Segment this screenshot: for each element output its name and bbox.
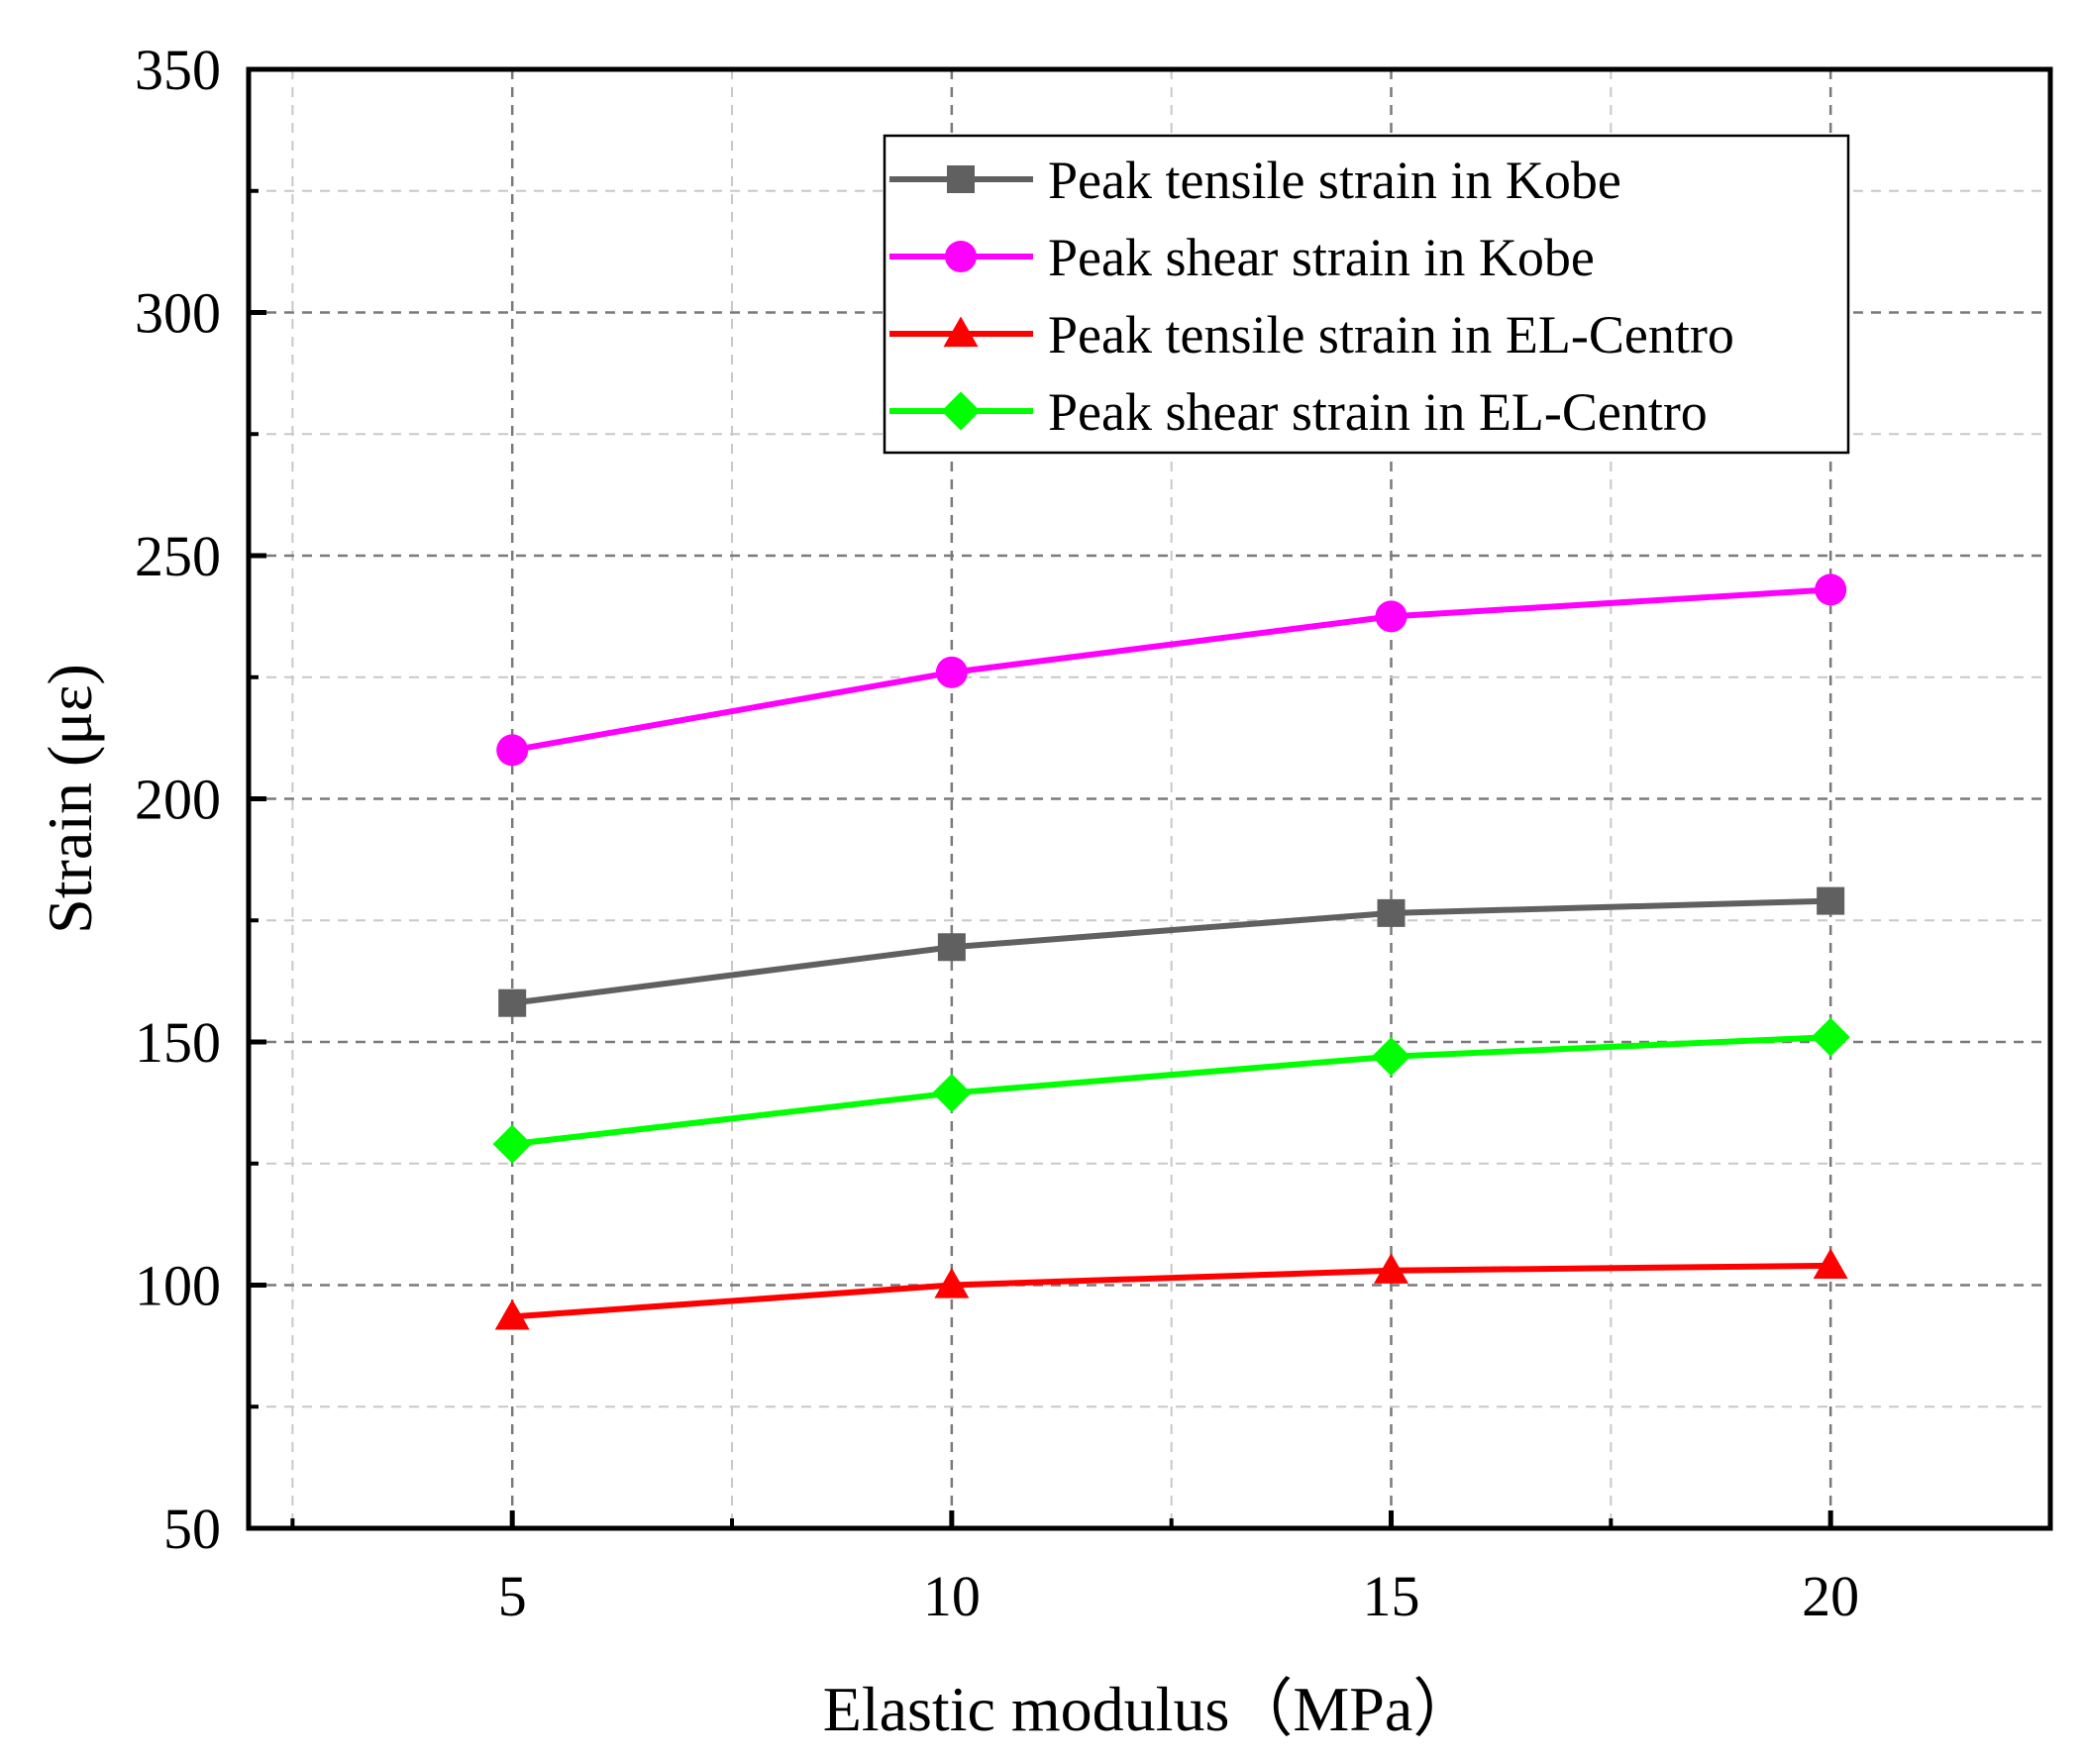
- legend-label: Peak tensile strain in Kobe: [1048, 151, 1621, 210]
- data-point-square: [1377, 898, 1406, 927]
- x-tick-label: 10: [923, 1564, 981, 1628]
- y-tick-label: 350: [135, 38, 221, 102]
- legend: Peak tensile strain in Kobe Peak shear st…: [883, 134, 1850, 455]
- x-tick-label: 5: [498, 1564, 527, 1628]
- data-point-triangle: [1374, 1253, 1409, 1284]
- data-point-circle: [935, 656, 968, 688]
- legend-label: Peak tensile strain in EL-Centro: [1048, 305, 1734, 364]
- axes: 5 10 15 20 50 100 150 200 250 300 350: [135, 38, 2052, 1628]
- data-point-diamond: [1371, 1037, 1411, 1077]
- data-point-diamond: [932, 1073, 972, 1113]
- data-point-triangle: [943, 316, 979, 348]
- data-point-square: [937, 933, 966, 962]
- legend-label: Peak shear strain in EL-Centro: [1048, 382, 1708, 442]
- data-point-triangle: [1813, 1248, 1848, 1279]
- data-point-square: [498, 988, 527, 1017]
- x-tick-label: 20: [1802, 1564, 1859, 1628]
- series-line: [511, 586, 1831, 754]
- data-point-circle: [496, 734, 529, 767]
- legend-entry: Peak tensile strain in EL-Centro: [889, 305, 1734, 364]
- data-point-circle: [945, 241, 977, 272]
- y-tick-label: 200: [135, 768, 221, 832]
- data-point-circle: [1375, 600, 1407, 633]
- legend-entry: Peak shear strain in Kobe: [889, 228, 1595, 287]
- data-point-diamond: [492, 1124, 532, 1164]
- data-point-circle: [1815, 573, 1847, 606]
- data-point-diamond: [941, 391, 981, 431]
- series-line: [511, 1034, 1831, 1148]
- y-tick-label: 250: [135, 524, 221, 588]
- legend-entry: Peak tensile strain in Kobe: [889, 151, 1621, 210]
- series-peak-tensile-strain-in-el-centro: [494, 1248, 1848, 1330]
- series-peak-shear-strain-in-el-centro: [492, 1017, 1850, 1164]
- data-point-triangle: [934, 1268, 970, 1298]
- data-point-triangle: [494, 1298, 530, 1330]
- legend-box: [883, 134, 1850, 455]
- y-tick-label: 50: [163, 1497, 221, 1561]
- y-tick-label: 100: [135, 1254, 221, 1318]
- data-point-diamond: [1811, 1017, 1850, 1057]
- y-tick-label: 300: [135, 281, 221, 346]
- legend-label: Peak shear strain in Kobe: [1048, 228, 1595, 287]
- series-peak-shear-strain-in-kobe: [496, 573, 1847, 767]
- y-tick-label: 150: [135, 1010, 221, 1075]
- x-tick-label: 15: [1363, 1564, 1420, 1628]
- series-peak-tensile-strain-in-kobe: [498, 886, 1845, 1017]
- data-point-square: [947, 165, 975, 193]
- y-axis-title: Strain (με): [35, 664, 105, 934]
- x-axis-title: Elastic modulus（MPa）: [823, 1674, 1477, 1744]
- legend-entry: Peak shear strain in EL-Centro: [889, 382, 1708, 442]
- data-point-square: [1817, 886, 1845, 915]
- series-line: [511, 897, 1831, 1006]
- series-layer: [492, 573, 1850, 1330]
- series-line: [511, 1262, 1831, 1320]
